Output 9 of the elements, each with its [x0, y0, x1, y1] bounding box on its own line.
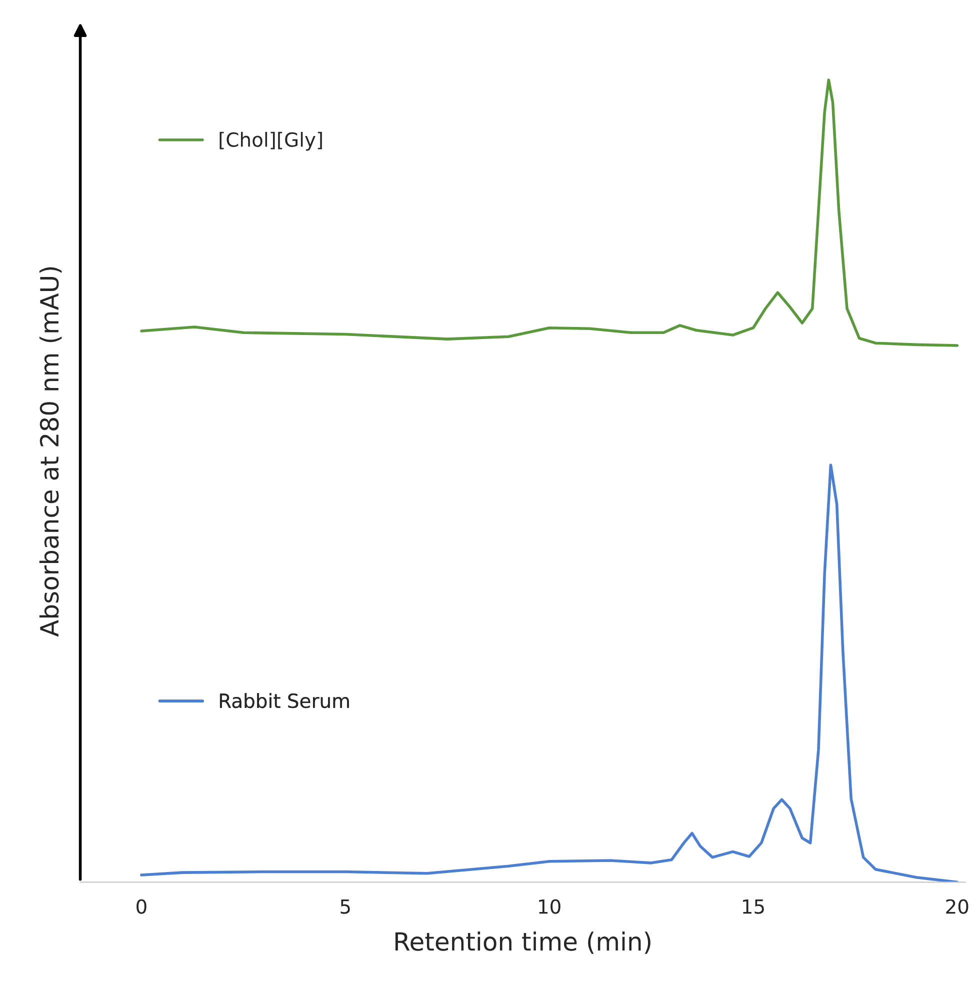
- legend-label: Rabbit Serum: [220, 693, 349, 708]
- x-tick-label: 20: [946, 899, 968, 914]
- y-axis-title: Absorbance at 280 nm (mAU): [39, 267, 62, 637]
- legend-label: [Chol][Gly]: [220, 132, 322, 151]
- x-axis-title: Retention time (min): [395, 932, 650, 954]
- x-tick-label: 15: [742, 899, 764, 914]
- x-tick-label: 5: [340, 899, 350, 914]
- x-tick-label: 0: [136, 899, 146, 914]
- x-tick-label: 10: [539, 899, 560, 914]
